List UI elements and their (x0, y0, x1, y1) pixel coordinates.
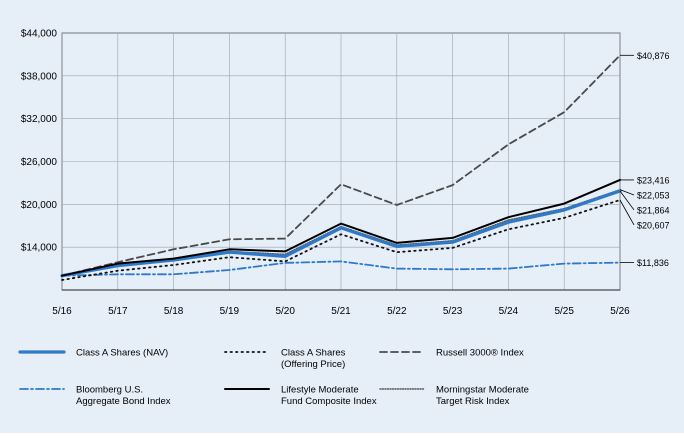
legend-item-russell-3000-index: Russell 3000® Index (380, 348, 524, 359)
x-tick-label: 5/20 (275, 306, 295, 317)
y-tick-label: $26,000 (21, 157, 58, 168)
end-label-lifestyle-moderate-fund-composite-index: $23,416 (637, 175, 670, 185)
x-tick-label: 5/21 (331, 306, 351, 317)
end-labels: $40,876 $23,416 $22,053 $21,864 $20,607 $11,8… (620, 51, 670, 268)
legend-label: Fund Composite Index (281, 396, 377, 407)
legend-item-class-a-shares-nav: Class A Shares (NAV) (20, 348, 168, 359)
x-tick-label: 5/26 (610, 306, 630, 317)
x-tick-label: 5/19 (220, 306, 240, 317)
x-tick-label: 5/25 (554, 306, 574, 317)
legend-label: (Offering Price) (281, 359, 345, 370)
x-tick-label: 5/16 (52, 306, 72, 317)
y-tick-label: $44,000 (21, 29, 58, 40)
grid-layer (62, 33, 620, 290)
legend-label: Morningstar Moderate (436, 385, 529, 396)
y-tick-label: $20,000 (21, 200, 58, 211)
legend-label: Lifestyle Moderate (281, 385, 359, 396)
legend: Class A Shares (NAV) Class A Shares(Offer… (20, 348, 529, 408)
x-tick-label: 5/22 (387, 306, 407, 317)
end-label-leader (620, 200, 634, 225)
end-label-class-a-shares-offering-price: $20,607 (637, 220, 670, 230)
y-tick-label: $14,000 (21, 243, 58, 254)
legend-item-class-a-shares-offering-price: Class A Shares(Offering Price) (225, 348, 346, 371)
x-tick-label: 5/24 (499, 306, 519, 317)
end-label-russell-3000-index: $40,876 (637, 51, 670, 61)
x-axis-ticks: 5/16 5/17 5/18 5/19 5/20 5/21 5/22 5/23 5/24 5/25… (52, 306, 630, 317)
end-label-class-a-shares-nav: $21,864 (637, 205, 670, 215)
y-axis-ticks: $14,000 $20,000 $26,000 $32,000 $38,000 $44,0… (21, 29, 58, 254)
end-label-bloomberg-u-s-aggregate-bond-index: $11,836 (637, 258, 669, 268)
legend-label: Aggregate Bond Index (76, 396, 171, 407)
legend-label: Target Risk Index (436, 396, 510, 407)
x-tick-label: 5/17 (108, 306, 128, 317)
legend-label: Class A Shares (281, 348, 346, 359)
y-tick-label: $32,000 (21, 114, 58, 125)
x-tick-label: 5/23 (443, 306, 463, 317)
legend-label: Russell 3000® Index (436, 348, 524, 359)
y-tick-label: $38,000 (21, 71, 58, 82)
legend-label: Bloomberg U.S. (76, 385, 143, 396)
legend-item-bloomberg-u-s-aggregate-bond-index: Bloomberg U.S.Aggregate Bond Index (20, 385, 171, 408)
x-tick-label: 5/18 (164, 306, 184, 317)
end-label-morningstar-moderate-target-risk-index: $22,053 (637, 190, 670, 200)
legend-label: Class A Shares (NAV) (76, 348, 168, 359)
